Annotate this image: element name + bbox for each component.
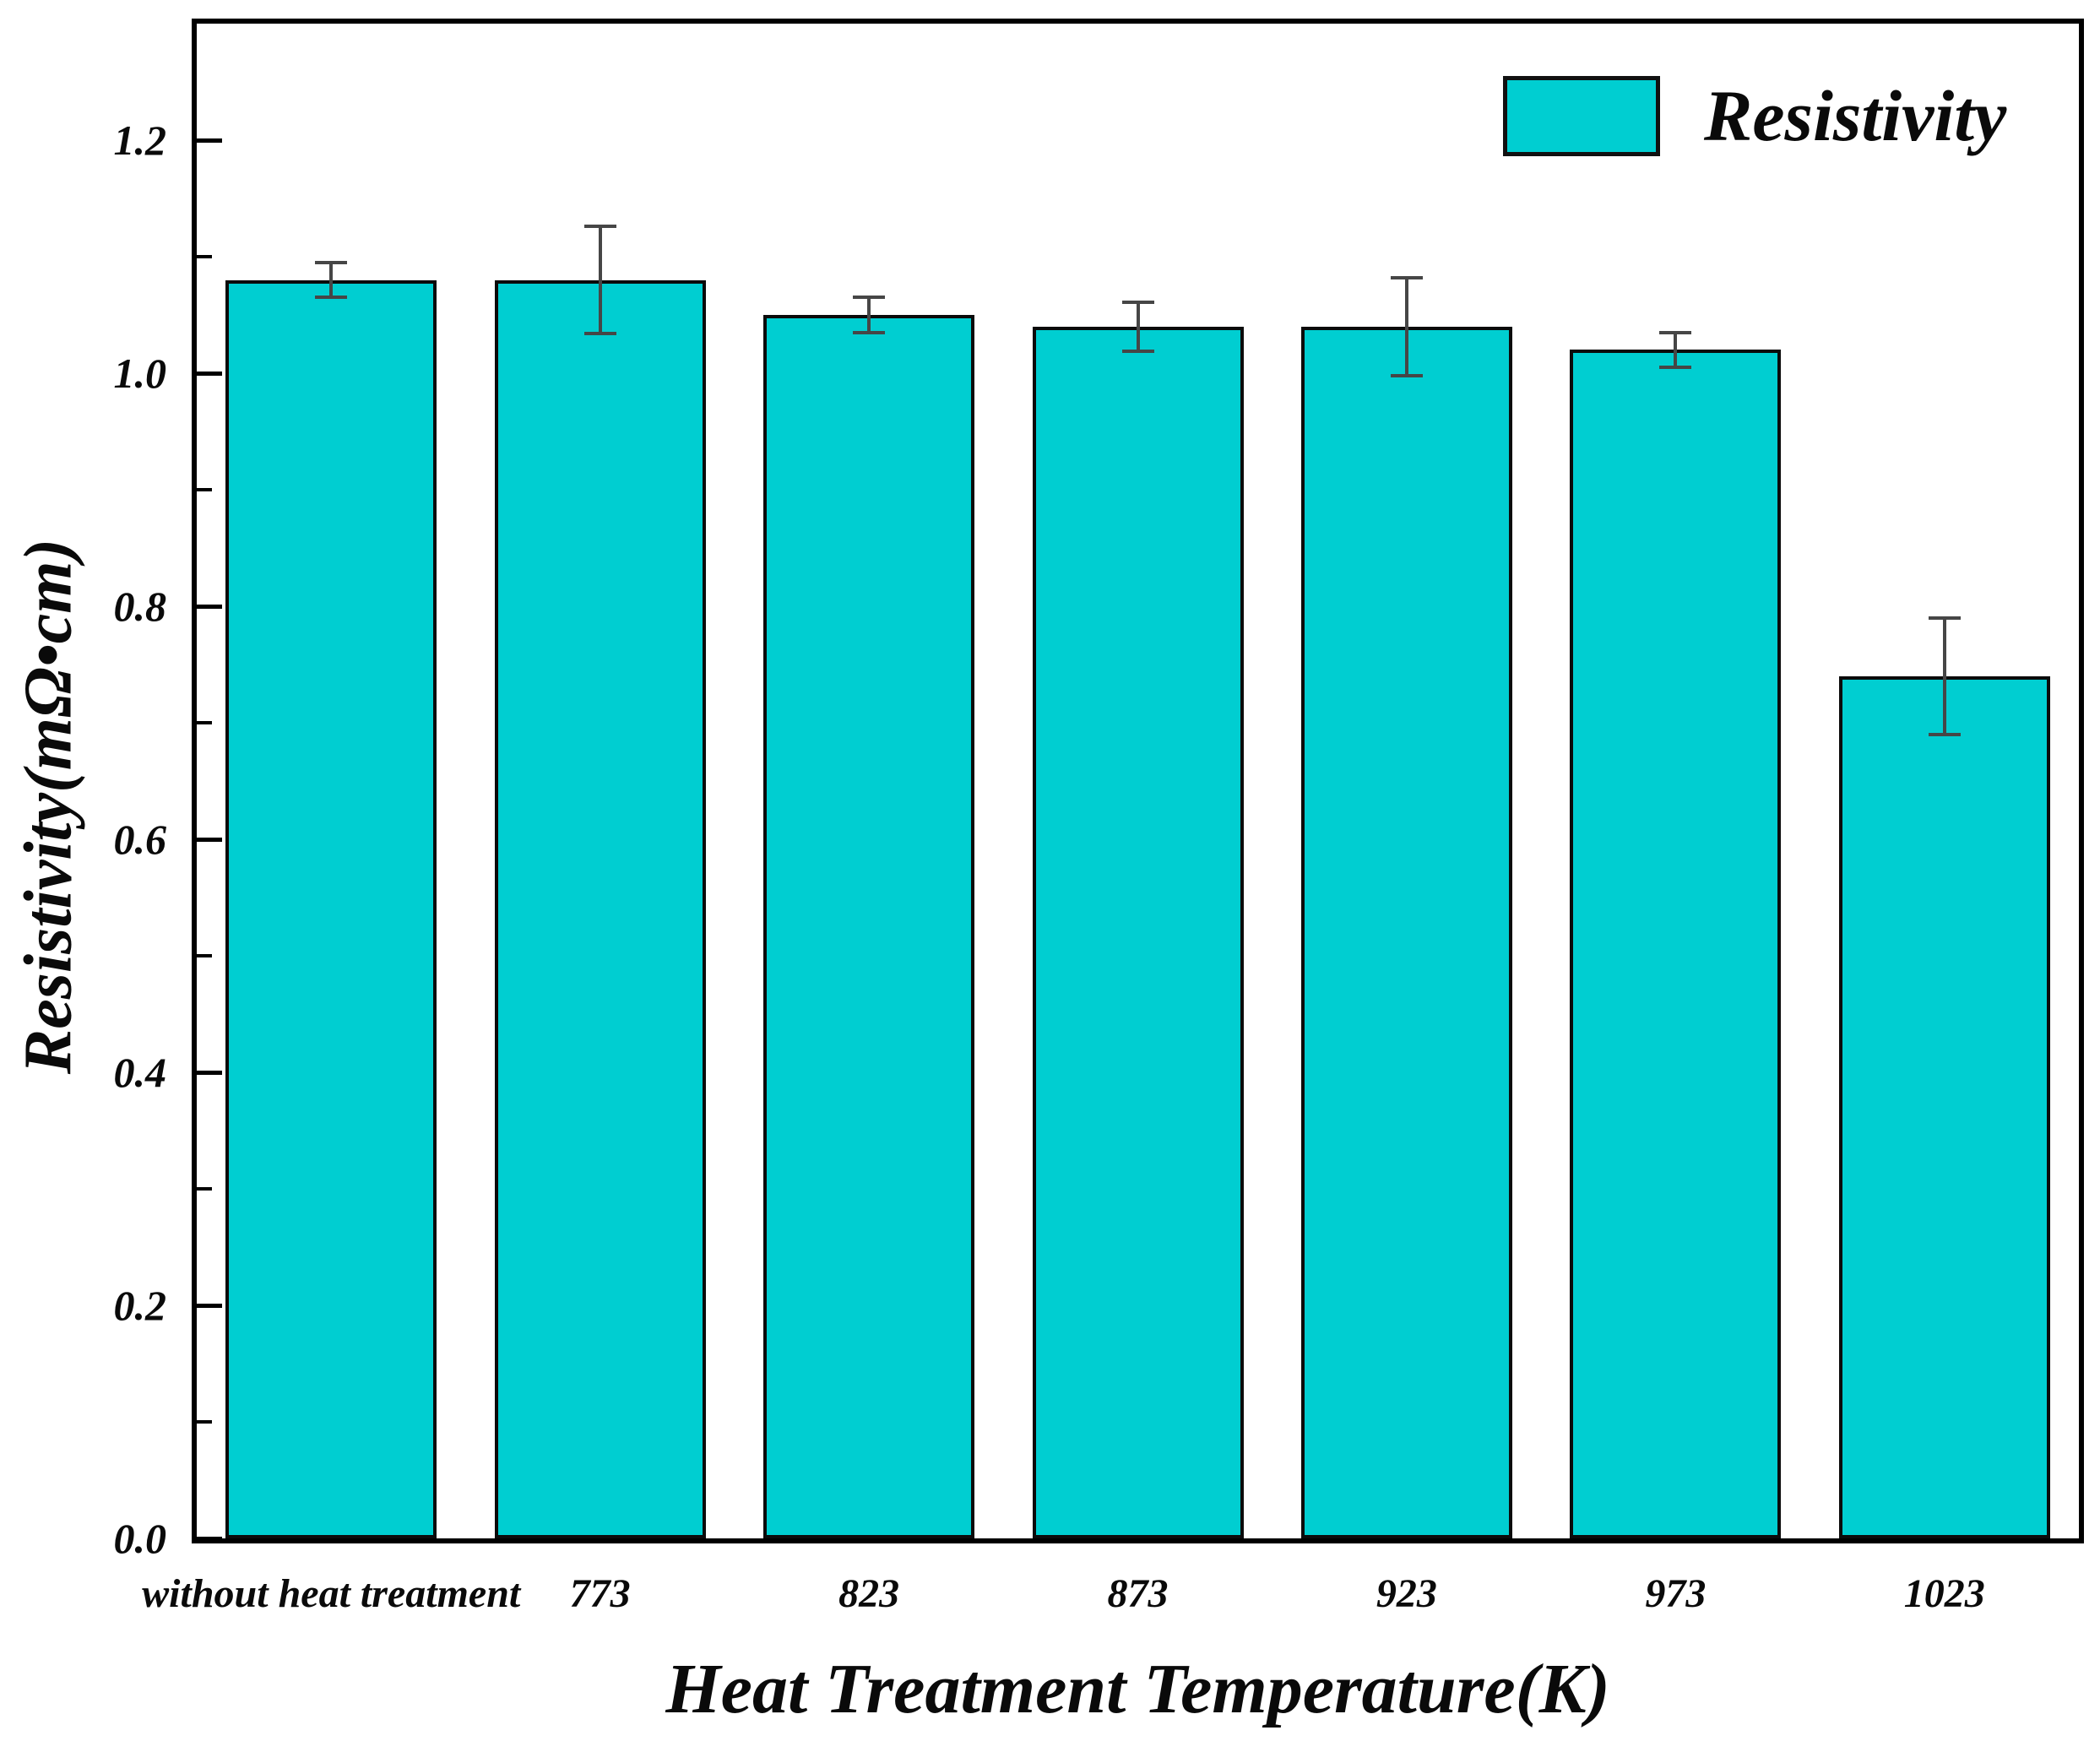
legend: Resistivity [1503,76,2006,156]
x-tick-label: without heat treatment [142,1571,521,1616]
error-bar-cap-top [1390,275,1423,279]
y-major-tick [197,1070,222,1075]
error-bar-line [1674,332,1678,368]
bar [1300,326,1512,1538]
error-bar-cap-bottom [853,330,886,334]
y-tick-label: 1.0 [113,350,167,397]
error-bar-cap-top [1659,330,1692,334]
y-minor-tick [197,488,212,491]
bar [1838,675,2050,1538]
bar [1032,326,1244,1538]
error-bar-cap-bottom [1390,373,1423,377]
error-bar-cap-bottom [1659,366,1692,370]
y-minor-tick [197,1420,212,1424]
x-axis-title: Heat Treatment Temperature(K) [665,1650,1610,1728]
x-tick-label: 773 [569,1571,631,1616]
x-tick-label: 823 [838,1571,900,1616]
y-major-tick [197,1303,222,1308]
error-bar-cap-bottom [1928,732,1961,736]
x-tick-label: 873 [1107,1571,1169,1616]
y-tick-label: 0.0 [113,1515,167,1562]
error-bar-cap-top [853,296,886,300]
y-minor-tick [197,721,212,724]
error-bar-line [1404,277,1408,376]
y-tick-label: 0.8 [113,583,167,630]
error-bar-cap-top [583,225,616,229]
error-bar-cap-top [315,260,348,264]
error-bar-line [598,226,602,334]
x-tick-label: 1023 [1903,1571,1985,1616]
y-minor-tick [197,954,212,957]
y-minor-tick [197,1187,212,1191]
bar [1570,350,1782,1538]
y-tick-label: 0.4 [113,1049,167,1096]
error-bar-cap-bottom [583,332,616,336]
y-major-tick [197,837,222,842]
legend-swatch-icon [1503,76,1660,156]
bar [494,279,706,1538]
y-major-tick [197,1536,222,1541]
error-bar-line [1136,301,1140,351]
error-bar-line [1942,617,1946,735]
error-bar-cap-bottom [1121,349,1154,353]
y-tick-label: 0.2 [113,1282,167,1329]
y-tick-label: 1.2 [113,117,167,164]
bar [225,279,437,1538]
bar [763,315,975,1538]
x-tick-label: 923 [1376,1571,1437,1616]
error-bar-line [867,297,871,333]
error-bar-cap-top [1928,616,1961,620]
y-minor-tick [197,255,212,258]
x-tick-label: 973 [1645,1571,1707,1616]
y-major-tick [197,604,222,609]
y-axis-title: Resistivity(mΩ•cm) [11,538,86,1075]
y-major-tick [197,371,222,376]
error-bar-line [329,262,334,298]
plot-area [192,19,2084,1543]
y-tick-label: 0.6 [113,816,167,863]
y-major-tick [197,138,222,143]
error-bar-cap-top [1121,300,1154,304]
error-bar-cap-bottom [315,296,348,300]
legend-label: Resistivity [1704,75,2007,156]
